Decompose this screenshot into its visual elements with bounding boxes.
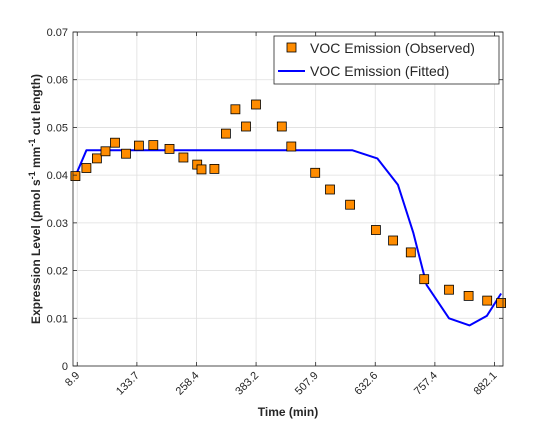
- legend-label-observed: VOC Emission (Observed): [310, 40, 475, 56]
- legend-box: [273, 35, 500, 85]
- y-tick-label: 0.07: [47, 27, 68, 39]
- x-tick-label: 507.9: [293, 370, 321, 398]
- y-tick-label: 0: [62, 361, 68, 373]
- observed-point: [482, 295, 493, 306]
- y-tick-label: 0.02: [47, 266, 68, 278]
- legend: VOC Emission (Observed) VOC Emission (Fi…: [273, 35, 500, 85]
- observed-point: [496, 298, 507, 308]
- fitted-line: [74, 149, 502, 327]
- observed-point: [370, 225, 381, 235]
- y-axis-title-part-1: Expression Level (pmol s: [29, 179, 43, 324]
- observed-point: [310, 167, 321, 178]
- observed-point: [164, 143, 175, 154]
- legend-marker-observed: [286, 42, 297, 53]
- y-tick-label: 0.05: [47, 122, 68, 134]
- observed-point: [230, 104, 241, 115]
- observed-point: [325, 184, 335, 195]
- x-tick-label: 133.7: [114, 370, 142, 398]
- observed-point: [405, 247, 416, 258]
- x-tick-label: 383.2: [233, 370, 261, 398]
- observed-point: [444, 284, 454, 295]
- observed-point: [100, 146, 111, 157]
- observed-point: [178, 152, 189, 163]
- x-tick-label: 882.1: [472, 370, 500, 398]
- observed-point: [81, 163, 92, 173]
- observed-point: [92, 153, 102, 164]
- y-axis-title: Expression Level (pmol s-1 mm-1 cut leng…: [27, 74, 43, 324]
- y-tick-label: 0.03: [47, 218, 68, 230]
- observed-point: [148, 140, 159, 151]
- observed-point: [276, 121, 287, 132]
- plot-area: [73, 32, 503, 366]
- y-axis-title-part-3: cut length): [29, 74, 43, 139]
- y-tick-label: 0.01: [47, 313, 68, 325]
- observed-point: [220, 128, 231, 139]
- x-tick-label: 632.6: [352, 370, 380, 398]
- x-tick-label: 258.4: [174, 370, 202, 398]
- observed-point: [251, 99, 261, 110]
- observed-point: [133, 140, 144, 151]
- series-layer: [70, 99, 507, 327]
- observed-point: [345, 199, 356, 210]
- x-axis-title: Time (min): [258, 405, 318, 419]
- observed-point: [286, 141, 297, 152]
- y-axis-title-sup-2: -1: [27, 139, 37, 147]
- plot-frame: [72, 31, 504, 367]
- observed-point: [110, 137, 120, 148]
- x-tick-label: 757.4: [412, 370, 440, 398]
- observed-point: [419, 274, 430, 285]
- y-axis-title-part-2: mm: [29, 147, 43, 172]
- y-axis-title-sup-1: -1: [27, 171, 37, 179]
- observed-point: [241, 121, 251, 132]
- y-tick-label: 0.04: [47, 170, 68, 182]
- observed-point: [70, 171, 81, 182]
- observed-point: [209, 163, 220, 174]
- y-tick-label: 0.06: [47, 75, 68, 87]
- observed-point: [121, 148, 131, 159]
- observed-point: [388, 235, 399, 246]
- observed-point: [196, 164, 207, 175]
- legend-label-fitted: VOC Emission (Fitted): [310, 63, 449, 79]
- observed-point: [463, 290, 474, 301]
